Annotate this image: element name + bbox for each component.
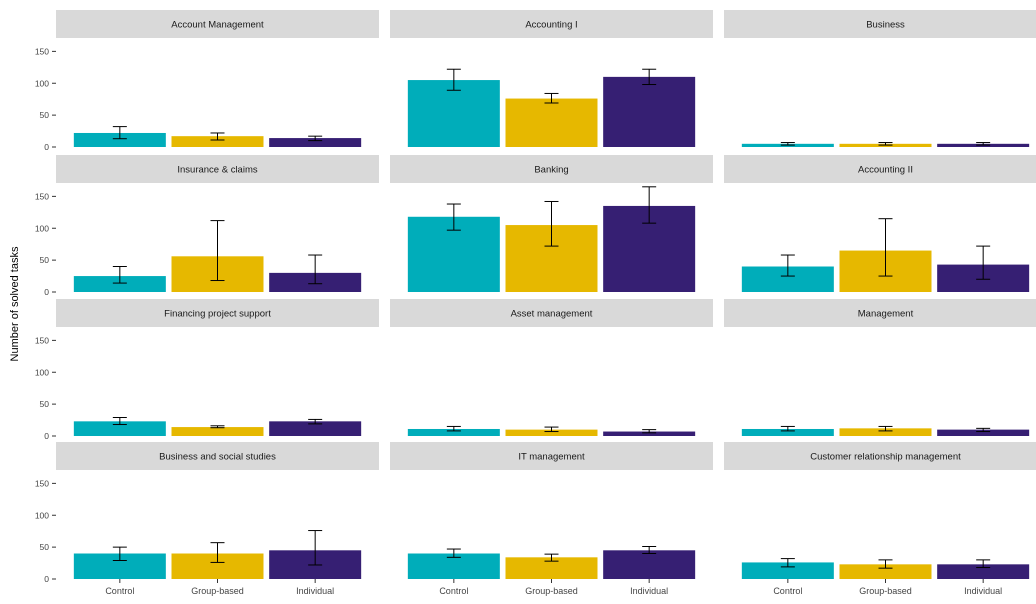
y-tick-label: 100 [35, 223, 49, 233]
bar [505, 557, 598, 579]
x-tick-label: Control [439, 586, 468, 596]
bar [407, 80, 500, 147]
x-tick-label: Group-based [859, 586, 912, 596]
facet-panel: Management [724, 299, 1036, 436]
y-tick-label: 100 [35, 367, 49, 377]
y-tick-label: 0 [44, 574, 49, 584]
bar [269, 138, 362, 147]
bar [603, 76, 696, 147]
facet-title: IT management [518, 452, 585, 463]
bar [171, 136, 264, 147]
y-tick-label: 50 [40, 110, 50, 120]
facet-panel: Banking [390, 155, 713, 292]
facet-strip [724, 442, 1036, 470]
facet-strip [724, 299, 1036, 327]
facet-strip [390, 155, 713, 183]
bar [603, 431, 696, 436]
bar [73, 132, 166, 147]
facet-title: Customer relationship management [810, 452, 961, 463]
y-tick-label: 150 [35, 478, 49, 488]
facet-strip [56, 155, 379, 183]
bar [839, 564, 932, 579]
facet-panel: Accounting II [724, 155, 1036, 292]
facet-panel: Insurance & claims 0 50 100 150 [35, 155, 379, 297]
y-tick-label: 150 [35, 191, 49, 201]
y-tick-label: 50 [40, 542, 50, 552]
facet-title: Management [858, 309, 914, 320]
x-tick-label: Control [773, 586, 802, 596]
facet-panel: Business and social studies 0 50 100 150 [35, 442, 379, 584]
facet-panel: IT management [390, 442, 713, 579]
facet-title: Banking [534, 165, 568, 176]
facet-strip [724, 155, 1036, 183]
facet-strip [56, 10, 379, 38]
facet-panel: Customer relationship management [724, 442, 1036, 579]
facet-panel: Business [724, 10, 1036, 147]
bar [741, 428, 834, 436]
y-axis-title: Number of solved tasks [9, 246, 21, 361]
facet-title: Accounting I [525, 20, 577, 31]
bar [407, 428, 500, 436]
bar [73, 276, 166, 292]
bar [937, 564, 1030, 579]
y-tick-label: 150 [35, 335, 49, 345]
facet-title: Insurance & claims [177, 165, 258, 176]
x-tick-label: Control [105, 586, 134, 596]
facet-strip [56, 442, 379, 470]
facet-title: Business [866, 20, 905, 31]
x-axis: Control Group-based Individual Control Group… [105, 579, 1002, 596]
x-tick-label: Group-based [191, 586, 244, 596]
bar [603, 550, 696, 579]
x-tick-label: Individual [296, 586, 334, 596]
bar [505, 429, 598, 436]
facet-title: Accounting II [858, 165, 913, 176]
bar [505, 98, 598, 147]
facet-panel: Accounting I [390, 10, 713, 147]
x-tick-label: Individual [964, 586, 1002, 596]
facets-layer: Account Management 0 50 100 150 Accounting I B… [35, 10, 1036, 584]
y-tick-label: 150 [35, 46, 49, 56]
y-tick-label: 100 [35, 78, 49, 88]
facet-strip [390, 10, 713, 38]
bar [839, 428, 932, 436]
y-tick-label: 100 [35, 510, 49, 520]
facet-title: Asset management [511, 309, 593, 320]
facet-title: Account Management [171, 20, 264, 31]
facet-panel: Account Management 0 50 100 150 [35, 10, 379, 152]
x-tick-label: Group-based [525, 586, 578, 596]
facet-title: Financing project support [164, 309, 271, 320]
facet-strip [390, 299, 713, 327]
bar [937, 429, 1030, 436]
facet-panel: Asset management [390, 299, 713, 436]
y-tick-label: 0 [44, 431, 49, 441]
facet-strip [56, 299, 379, 327]
y-tick-label: 0 [44, 287, 49, 297]
bar [171, 427, 264, 436]
facet-panel: Financing project support 0 50 100 150 [35, 299, 379, 441]
bar [741, 562, 834, 579]
facet-title: Business and social studies [159, 452, 276, 463]
facet-strip [724, 10, 1036, 38]
y-tick-label: 50 [40, 399, 50, 409]
y-tick-label: 0 [44, 142, 49, 152]
bar [269, 421, 362, 436]
bar [73, 421, 166, 436]
facet-strip [390, 442, 713, 470]
x-tick-label: Individual [630, 586, 668, 596]
y-tick-label: 50 [40, 255, 50, 265]
